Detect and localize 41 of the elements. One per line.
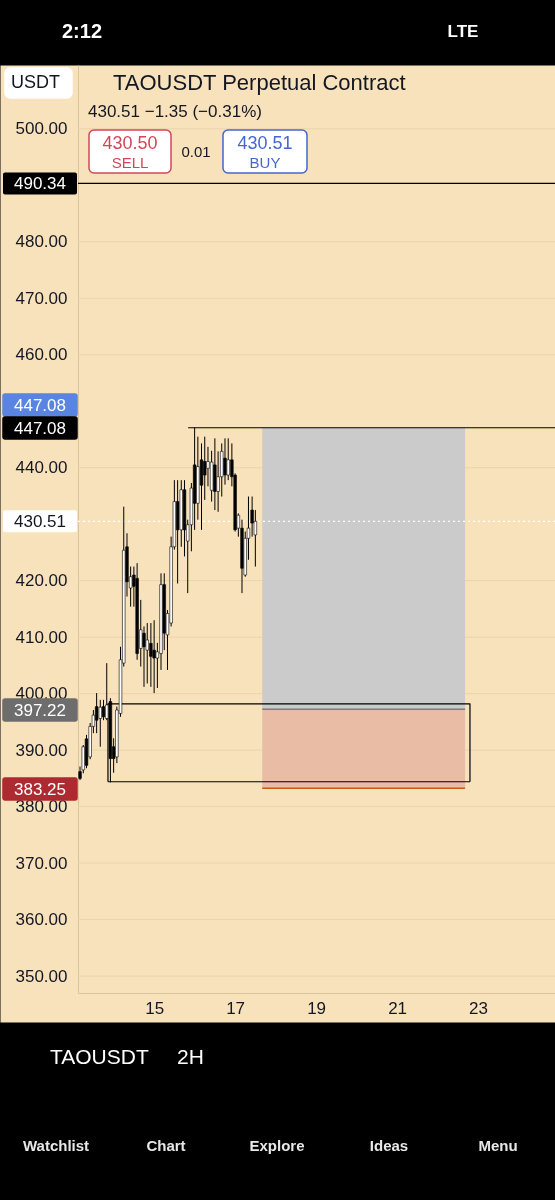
- y-tick-label: 480.00: [15, 232, 68, 252]
- y-tick-label: 370.00: [15, 853, 68, 873]
- text: 397.22: [14, 701, 66, 720]
- x-tick-label: 17: [226, 998, 246, 1018]
- text: 2:12: [61, 20, 103, 42]
- annotation: 430.50: [102, 133, 158, 153]
- text: Menu: [478, 1137, 518, 1154]
- x-tick-label: 23: [469, 998, 489, 1018]
- y-tick-label: 500.00: [15, 119, 68, 139]
- text: LTE: [447, 22, 479, 41]
- x-tick-label: 19: [307, 998, 327, 1018]
- annotation: 430.51: [237, 133, 293, 153]
- annotation: SELL: [111, 154, 149, 171]
- y-tick-label: 470.00: [15, 288, 68, 308]
- text: USDT: [11, 72, 60, 92]
- x-tick-label: 15: [145, 998, 165, 1018]
- y-tick-label: 420.00: [15, 571, 68, 591]
- y-tick-label: 460.00: [15, 345, 68, 365]
- text: Watchlist: [22, 1137, 90, 1154]
- text: TAOUSDT: [50, 1045, 149, 1068]
- ref-line-label: 490.34: [14, 174, 66, 194]
- y-tick-label: 440.00: [15, 458, 68, 478]
- y-tick-label: 360.00: [15, 910, 68, 930]
- text: 2H: [177, 1045, 204, 1068]
- text: 447.08: [14, 419, 66, 438]
- text: Ideas: [369, 1137, 409, 1154]
- x-tick-label: 21: [388, 998, 408, 1018]
- y-tick-label: 380.00: [15, 797, 68, 817]
- y-tick-label: 390.00: [15, 740, 68, 760]
- annotation: BUY: [249, 154, 281, 171]
- y-tick-label: 400.00: [15, 684, 68, 704]
- text: Explore: [249, 1137, 305, 1154]
- annotation: 0.01: [181, 143, 211, 160]
- y-tick-label: 350.00: [15, 966, 68, 986]
- text: 383.25: [14, 780, 66, 799]
- y-tick-label: 410.00: [15, 627, 68, 647]
- text: Chart: [146, 1137, 186, 1154]
- text: 447.08: [14, 396, 66, 415]
- chart-title: TAOUSDT Perpetual Contract: [113, 70, 406, 95]
- ref-line-label: 430.51: [14, 512, 66, 532]
- text: 430.51 −1.35 (−0.31%): [88, 102, 262, 121]
